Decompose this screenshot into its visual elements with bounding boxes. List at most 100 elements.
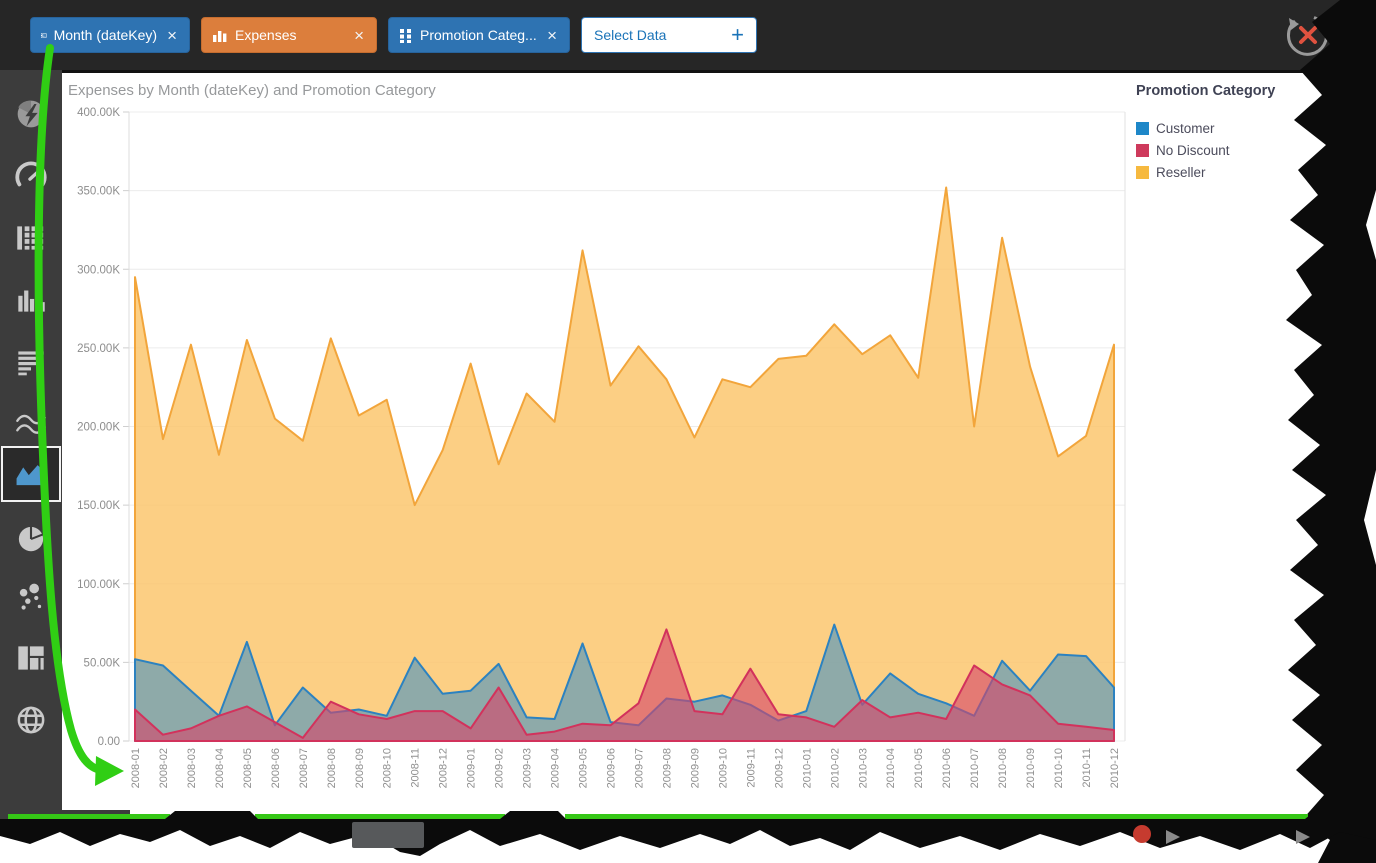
- cancel-x-icon: [1299, 26, 1317, 44]
- legend-item-reseller[interactable]: Reseller: [1136, 165, 1306, 180]
- x-axis-tick-label: 2010-12: [1109, 748, 1121, 788]
- kebab-menu-icon[interactable]: [1333, 84, 1339, 108]
- x-axis-tick-label: 2009-05: [578, 748, 590, 788]
- sidebar-item-gauge[interactable]: [0, 148, 62, 204]
- x-axis-tick-label: 2010-08: [997, 748, 1009, 788]
- x-axis-tick-label: 2008-06: [270, 748, 282, 788]
- sidebar-item-column-chart[interactable]: [0, 272, 62, 328]
- legend-item-customer[interactable]: Customer: [1136, 121, 1306, 136]
- x-axis-tick-label: 2009-02: [494, 748, 506, 788]
- torn-record-dot-fragment: [1133, 825, 1151, 843]
- sidebar-item-pivot-grid[interactable]: [0, 210, 62, 266]
- y-axis-tick-label: 250.00K: [77, 343, 120, 355]
- legend-swatch: [1136, 122, 1149, 135]
- x-axis-tick-label: 2008-05: [242, 748, 254, 788]
- select-data-button[interactable]: Select Data +: [581, 17, 757, 53]
- close-icon[interactable]: ×: [547, 25, 557, 45]
- y-axis-tick-label: 400.00K: [77, 107, 120, 119]
- legend-label: Reseller: [1156, 165, 1206, 180]
- scatter-chart-icon: [19, 583, 42, 610]
- sidebar-item-scatter-chart[interactable]: [0, 570, 62, 626]
- y-axis-tick-label: 200.00K: [77, 422, 120, 434]
- chart-title: Expenses by Month (dateKey) and Promotio…: [68, 82, 436, 99]
- x-axis-tick-label: 2008-10: [382, 748, 394, 788]
- insights-icon: [17, 100, 45, 128]
- field-toolbar: Month (dateKey) × Expenses × Promotion C…: [0, 0, 1376, 73]
- sidebar-item-treemap[interactable]: [0, 630, 62, 686]
- x-axis-tick-label: 2008-01: [130, 748, 142, 788]
- x-axis-tick-label: 2009-03: [522, 748, 534, 788]
- legend-title: Promotion Category: [1136, 83, 1276, 99]
- x-axis-tick-label: 2009-09: [689, 748, 701, 788]
- legend-swatch: [1136, 166, 1149, 179]
- sidebar-item-map[interactable]: [0, 692, 62, 748]
- x-axis-tick-label: 2009-01: [466, 748, 478, 788]
- x-axis-tick-label: 2008-04: [214, 748, 226, 788]
- treemap-icon: [18, 646, 44, 670]
- field-pill-label: Promotion Categ...: [420, 27, 537, 43]
- field-pill-label: Month (dateKey): [53, 27, 158, 43]
- field-pill-month[interactable]: Month (dateKey) ×: [30, 17, 190, 53]
- area-chart-plot[interactable]: 400.00K 350.00K 300.00K 250.00K 200.00K 150.0…: [62, 72, 1135, 812]
- x-axis-tick-label: 2008-09: [354, 748, 366, 788]
- y-axis-tick-label: 50.00K: [84, 657, 121, 669]
- sidebar-item-insights[interactable]: [0, 86, 62, 142]
- field-pill-promotion-category[interactable]: Promotion Categ... ×: [388, 17, 570, 53]
- y-axis-tick-label: 100.00K: [77, 579, 120, 591]
- x-axis-tick-label: 2010-10: [1053, 748, 1065, 788]
- close-icon[interactable]: ×: [354, 25, 364, 45]
- legend-label: Customer: [1156, 121, 1215, 136]
- legend-swatch: [1136, 144, 1149, 157]
- y-axis-tick-label: 150.00K: [77, 500, 120, 512]
- x-axis-tick-label: 2010-02: [829, 748, 841, 788]
- area-series-reseller[interactable]: [134, 186, 1115, 742]
- x-axis-tick-label: 2008-07: [298, 748, 310, 788]
- legend-items: Customer No Discount Reseller: [1136, 121, 1306, 180]
- x-axis-tick-label: 2009-10: [717, 748, 729, 788]
- y-axis-tick-label: 350.00K: [77, 186, 120, 198]
- tab-indicator-line: [8, 814, 1308, 819]
- sidebar-item-area-chart[interactable]: [1, 446, 61, 502]
- cancel-refresh-button[interactable]: [1283, 10, 1333, 60]
- field-pill-expenses[interactable]: Expenses ×: [201, 17, 377, 53]
- legend-item-no-discount[interactable]: No Discount: [1136, 143, 1306, 158]
- x-axis-tick-label: 2009-11: [745, 748, 757, 788]
- date-field-icon: [41, 32, 47, 38]
- x-axis-tick-label: 2008-08: [326, 748, 338, 788]
- y-axis-tick-label: 0.00: [98, 736, 120, 748]
- add-field-icon[interactable]: +: [731, 22, 744, 47]
- chart-type-sidebar: [0, 70, 62, 812]
- x-axis-tick-label: 2009-08: [661, 748, 673, 788]
- y-axis-tick-label: 300.00K: [77, 264, 120, 276]
- area-chart-icon: [16, 465, 46, 486]
- torn-glyph-fragment: [1166, 830, 1180, 844]
- category-grid-icon: [400, 28, 411, 43]
- legend-panel: Promotion Category Customer No Discount Re…: [1136, 83, 1306, 187]
- x-axis-tick-label: 2008-02: [158, 748, 170, 788]
- column-chart-icon: [18, 290, 45, 312]
- close-icon[interactable]: ×: [167, 25, 177, 45]
- pie-chart-icon: [18, 526, 44, 552]
- x-axis-tick-label: 2009-07: [633, 748, 645, 788]
- gauge-icon: [15, 161, 47, 187]
- x-axis-tick-label: 2010-04: [885, 748, 897, 788]
- x-axis-tick-label: 2010-01: [801, 748, 813, 788]
- globe-icon: [17, 706, 45, 734]
- pivot-grid-icon: [17, 226, 44, 250]
- torn-edge-bottom: [0, 810, 1376, 856]
- x-axis-tick-label: 2010-11: [1081, 748, 1093, 788]
- torn-ui-fragment: [352, 822, 424, 848]
- x-axis-tick-label: 2009-12: [773, 748, 785, 788]
- select-data-label: Select Data: [594, 27, 667, 43]
- sidebar-item-pie-chart[interactable]: [0, 510, 62, 566]
- x-axis-tick-label: 2010-05: [913, 748, 925, 788]
- x-axis-tick-label: 2008-03: [186, 748, 198, 788]
- area-series-no-discount[interactable]: [134, 628, 1115, 742]
- sidebar-item-line-chart[interactable]: [0, 396, 62, 452]
- line-chart-icon: [16, 414, 46, 434]
- sidebar-item-bar-chart[interactable]: [0, 334, 62, 390]
- x-axis-tick-label: 2008-12: [438, 748, 450, 788]
- x-axis-tick-label: 2010-03: [857, 748, 869, 788]
- x-axis-tick-label: 2009-06: [606, 748, 618, 788]
